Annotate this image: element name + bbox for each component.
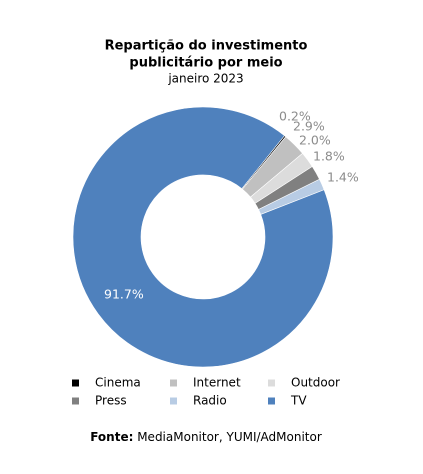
value-label: 0.2% bbox=[279, 109, 311, 124]
legend-label: Cinema bbox=[95, 376, 141, 390]
value-label: 2.9% bbox=[293, 119, 325, 134]
value-label: 91.7% bbox=[104, 287, 144, 302]
legend-label: Radio bbox=[193, 394, 227, 408]
chart-subtitle: janeiro 2023 bbox=[167, 72, 243, 86]
legend-swatch bbox=[72, 379, 79, 387]
source: Fonte: MediaMonitor, YUMI/AdMonitor bbox=[90, 430, 322, 444]
source-label: Fonte: bbox=[90, 430, 133, 444]
legend-label: Internet bbox=[193, 376, 241, 390]
legend-label: Press bbox=[95, 394, 127, 408]
value-label: 2.0% bbox=[299, 133, 331, 148]
legend-swatch bbox=[170, 397, 177, 405]
source-text: MediaMonitor, YUMI/AdMonitor bbox=[137, 430, 322, 444]
value-label: 1.4% bbox=[327, 170, 359, 185]
legend-swatch bbox=[268, 397, 275, 405]
slice bbox=[72, 106, 334, 368]
legend-swatch bbox=[72, 397, 79, 405]
legend-swatch bbox=[268, 379, 275, 387]
legend-label: TV bbox=[290, 394, 307, 408]
value-label: 1.8% bbox=[313, 149, 345, 164]
legend-swatch bbox=[170, 379, 177, 387]
chart-title: Repartição do investimento bbox=[105, 39, 308, 54]
legend-label: Outdoor bbox=[291, 376, 340, 390]
chart-title: publicitário por meio bbox=[129, 56, 282, 71]
